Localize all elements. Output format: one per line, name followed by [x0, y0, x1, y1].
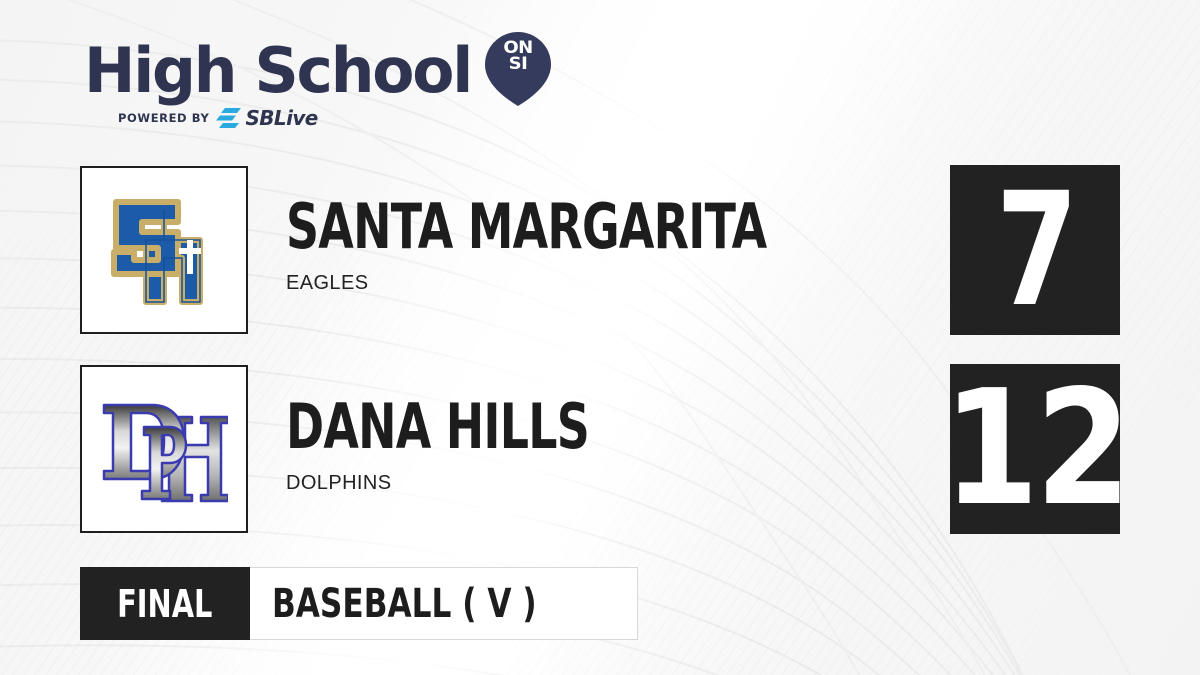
powered-by-lockup: POWERED BY SBLive: [118, 108, 318, 128]
team-name: DANA HILLS: [286, 390, 590, 463]
team-info-santa-margarita: SANTA MARGARITA EAGLES: [286, 190, 935, 295]
powered-by-label: POWERED BY: [118, 111, 210, 125]
team-name: SANTA MARGARITA: [286, 190, 767, 263]
on-si-badge-icon: ON SI: [483, 32, 553, 106]
brand-lockup: High School ON SI: [84, 32, 552, 136]
score-value: 7: [995, 165, 1077, 335]
on-si-badge-text: ON SI: [483, 38, 553, 74]
team-logo-card-santa-margarita[interactable]: [80, 166, 248, 334]
status-sport-panel: BASEBALL ( V ): [249, 567, 638, 640]
sblive-logo: SBLive: [216, 106, 318, 130]
team-logo-card-dana-hills[interactable]: [80, 365, 248, 533]
status-badge-final: FINAL: [80, 567, 250, 640]
badge-line-on: ON: [503, 38, 533, 58]
sblive-wordmark: SBLive: [245, 106, 318, 130]
sblive-swoosh-icon: [216, 108, 242, 128]
team-mascot: DOLPHINS: [286, 472, 392, 494]
score-box-dana-hills: 12: [950, 364, 1120, 534]
dana-hills-logo-icon: [102, 403, 228, 503]
santa-margarita-logo-icon: [111, 199, 203, 305]
score-value: 12: [950, 364, 1120, 534]
status-state-label: FINAL: [117, 581, 213, 626]
team-mascot: EAGLES: [286, 272, 369, 294]
sblive-word-bold: SBL: [245, 106, 287, 130]
badge-line-si: SI: [508, 53, 528, 74]
brand-title: High School: [84, 34, 473, 107]
team-info-dana-hills: DANA HILLS DOLPHINS: [286, 390, 696, 495]
sblive-word-light: ive: [286, 106, 318, 130]
score-box-santa-margarita: 7: [950, 165, 1120, 335]
status-bar: FINAL BASEBALL ( V ): [80, 567, 638, 640]
status-sport-label: BASEBALL ( V ): [271, 580, 537, 627]
